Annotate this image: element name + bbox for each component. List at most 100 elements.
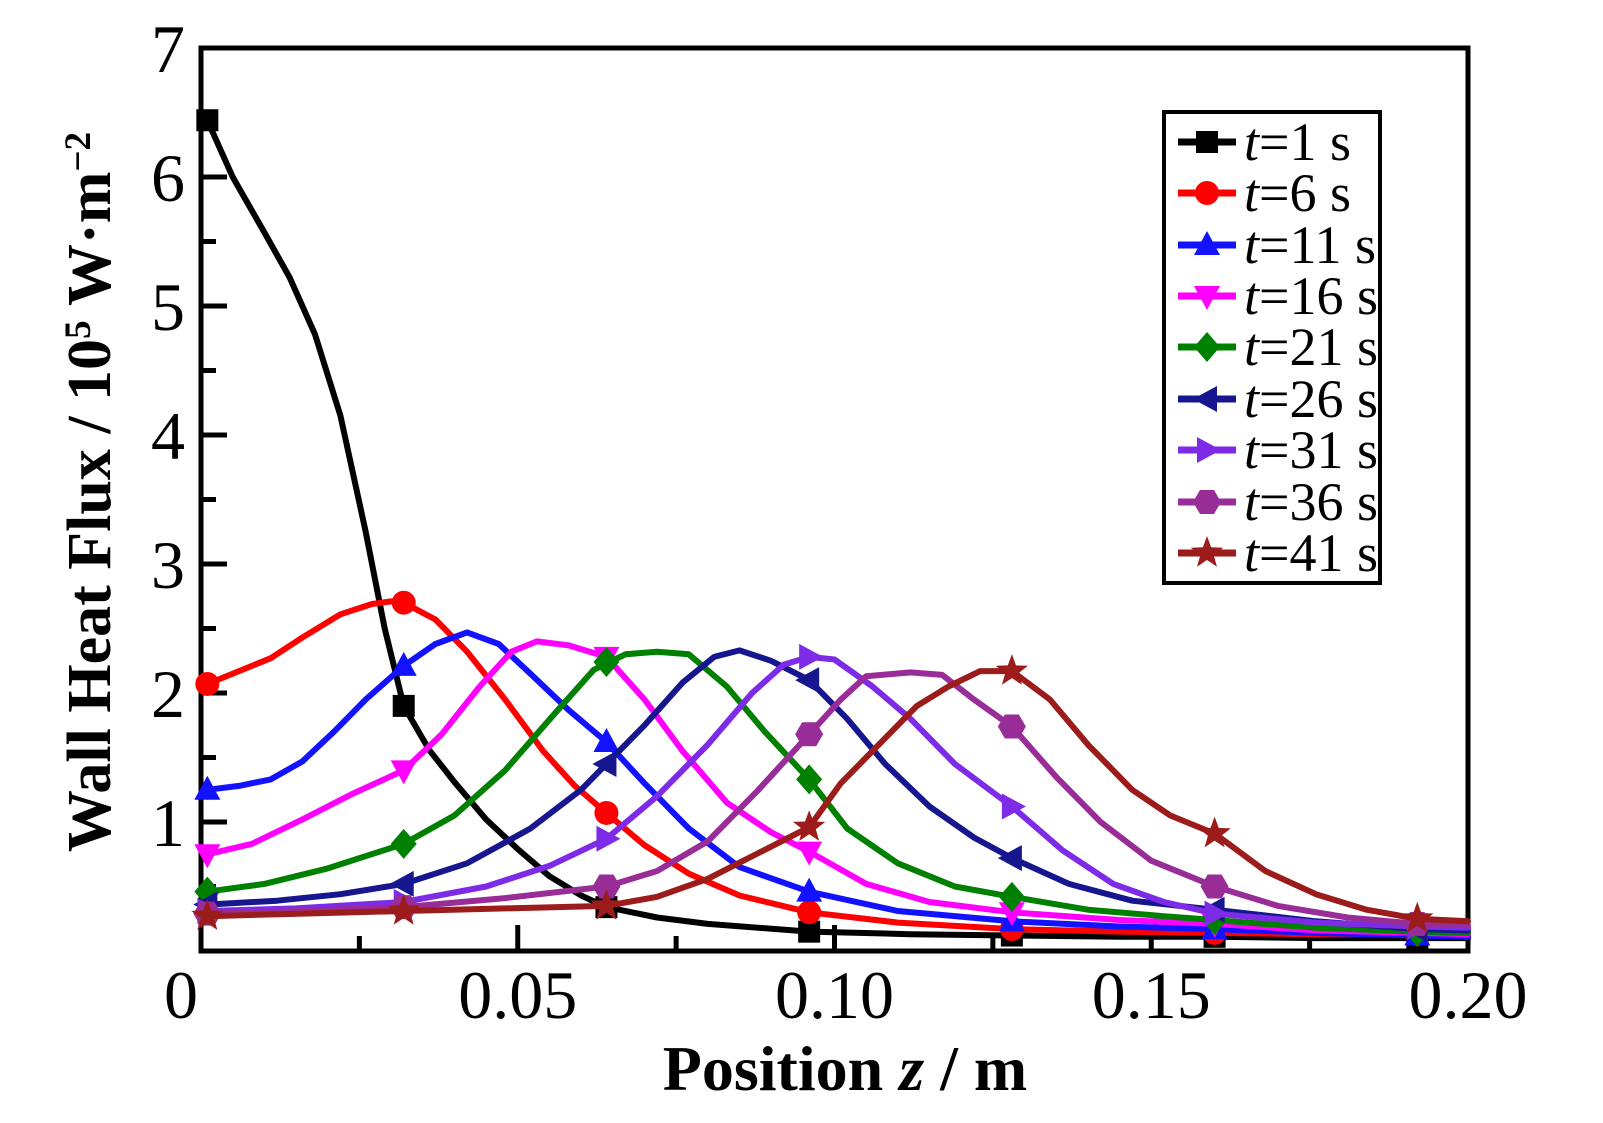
legend-label-value: =11 s xyxy=(1259,214,1376,275)
triangle-right-marker-icon xyxy=(1197,437,1221,464)
triangle-down-marker-icon xyxy=(998,902,1025,927)
circle-marker-icon xyxy=(797,900,822,925)
y-tick-label: 4 xyxy=(151,398,185,474)
legend-label: t=26 s xyxy=(1244,372,1378,426)
square-marker-icon xyxy=(196,109,219,132)
legend-label-var: t xyxy=(1244,523,1260,584)
legend-label-var: t xyxy=(1244,420,1260,481)
legend-label-value: =26 s xyxy=(1259,368,1378,429)
triangle-up-marker-icon xyxy=(593,728,620,753)
triangle-left-marker-icon xyxy=(795,667,820,694)
curve-1 xyxy=(204,117,1471,942)
star-marker-icon xyxy=(793,810,826,841)
legend-label: t=6 s xyxy=(1244,166,1351,220)
curve-6 xyxy=(204,647,1471,934)
diamond-marker-icon xyxy=(1194,332,1220,363)
legend-hexagon-icon xyxy=(1178,489,1236,514)
curve-7 xyxy=(204,653,1471,931)
legend-label: t=31 s xyxy=(1244,423,1378,477)
hexagon-marker-icon xyxy=(1193,489,1221,514)
y-tick-label: 5 xyxy=(151,269,185,345)
circle-marker-icon xyxy=(594,800,619,825)
curve-5 xyxy=(204,648,1471,936)
y-axis-title-units: W·m xyxy=(56,171,124,321)
star-marker-icon xyxy=(1190,536,1224,568)
triangle-up-marker-icon xyxy=(1194,230,1220,255)
x-tick-label: 0.05 xyxy=(458,957,577,1033)
x-axis-title: Position z / m xyxy=(540,1032,1150,1106)
triangle-down-marker-icon xyxy=(1194,286,1220,311)
legend-label: t=11 s xyxy=(1244,218,1376,272)
series-t41s xyxy=(191,654,1471,933)
y-axis-title-sup-5: 5 xyxy=(57,320,99,339)
triangle-right-marker-icon xyxy=(1204,900,1229,927)
legend-item-8: t=36 s xyxy=(1176,475,1378,529)
y-axis-title: Wall Heat Flux / 105 W·m−2 xyxy=(55,37,135,947)
legend-label-value: =16 s xyxy=(1259,266,1378,327)
hexagon-marker-icon xyxy=(592,874,621,899)
legend-item-7: t=31 s xyxy=(1176,423,1378,477)
legend-label-value: =41 s xyxy=(1259,523,1378,584)
y-tick-label: 1 xyxy=(151,785,185,861)
star-marker-icon xyxy=(1401,901,1434,933)
legend-label-var: t xyxy=(1244,368,1260,429)
legend-label-value: =36 s xyxy=(1259,471,1378,532)
square-marker-icon xyxy=(798,920,821,943)
y-axis-title-text: Wall Heat Flux / 10 xyxy=(56,338,124,853)
legend-item-5: t=21 s xyxy=(1176,320,1378,374)
legend-label-var: t xyxy=(1244,111,1260,172)
x-tick-label: 0 xyxy=(164,957,198,1033)
triangle-up-marker-icon xyxy=(390,651,417,676)
legend-label: t=41 s xyxy=(1244,526,1378,580)
curve-3 xyxy=(204,629,1471,940)
triangle-left-marker-icon xyxy=(1193,385,1217,412)
x-tick-label: 0.20 xyxy=(1409,957,1528,1033)
y-tick-label: 6 xyxy=(151,140,185,216)
y-tick-label: 3 xyxy=(151,527,185,603)
hexagon-marker-icon xyxy=(795,722,824,747)
diamond-marker-icon xyxy=(390,828,417,859)
series-t11s xyxy=(194,629,1471,946)
legend-triangle-right-icon xyxy=(1178,437,1236,464)
star-marker-icon xyxy=(387,894,420,925)
legend-label-value: =6 s xyxy=(1259,163,1351,224)
x-axis-title-units: / m xyxy=(924,1033,1028,1104)
triangle-down-marker-icon xyxy=(194,844,221,869)
legend-triangle-left-icon xyxy=(1178,385,1236,412)
triangle-down-marker-icon xyxy=(796,841,823,866)
y-axis-title-sup-neg2: −2 xyxy=(57,131,99,172)
legend-item-1: t=1 s xyxy=(1176,115,1378,169)
x-tick-label: 0.10 xyxy=(775,957,894,1033)
triangle-right-marker-icon xyxy=(799,643,824,670)
star-marker-icon xyxy=(191,899,224,930)
legend-item-2: t=6 s xyxy=(1176,166,1378,220)
y-tick-label: 7 xyxy=(151,11,185,87)
curve-8 xyxy=(204,669,1471,929)
legend-label-var: t xyxy=(1244,317,1260,378)
legend-diamond-icon xyxy=(1178,332,1236,363)
legend-label-var: t xyxy=(1244,266,1260,327)
triangle-right-marker-icon xyxy=(1001,793,1026,820)
legend-label-var: t xyxy=(1244,214,1260,275)
curve-4 xyxy=(204,638,1471,938)
tick-labels: 0 0.05 0.10 0.15 0.20 1 2 3 4 5 6 7 xyxy=(151,11,1528,1033)
triangle-up-marker-icon xyxy=(194,775,221,800)
legend-label-value: =1 s xyxy=(1259,111,1351,172)
x-axis-variable: z xyxy=(899,1033,925,1104)
triangle-left-marker-icon xyxy=(592,750,617,777)
square-marker-icon xyxy=(1196,130,1218,153)
diamond-marker-icon xyxy=(593,647,620,678)
hexagon-marker-icon xyxy=(997,714,1026,739)
legend-star-icon xyxy=(1178,536,1236,568)
hexagon-marker-icon xyxy=(1200,874,1229,899)
legend-label: t=16 s xyxy=(1244,269,1378,323)
legend-item-4: t=16 s xyxy=(1176,269,1378,323)
y-tick-label: 2 xyxy=(151,656,185,732)
legend-triangle-up-icon xyxy=(1178,230,1236,255)
triangle-down-marker-icon xyxy=(390,760,417,785)
legend-label-var: t xyxy=(1244,471,1260,532)
legend-item-6: t=26 s xyxy=(1176,372,1378,426)
square-marker-icon xyxy=(392,694,415,717)
star-marker-icon xyxy=(1198,816,1231,848)
